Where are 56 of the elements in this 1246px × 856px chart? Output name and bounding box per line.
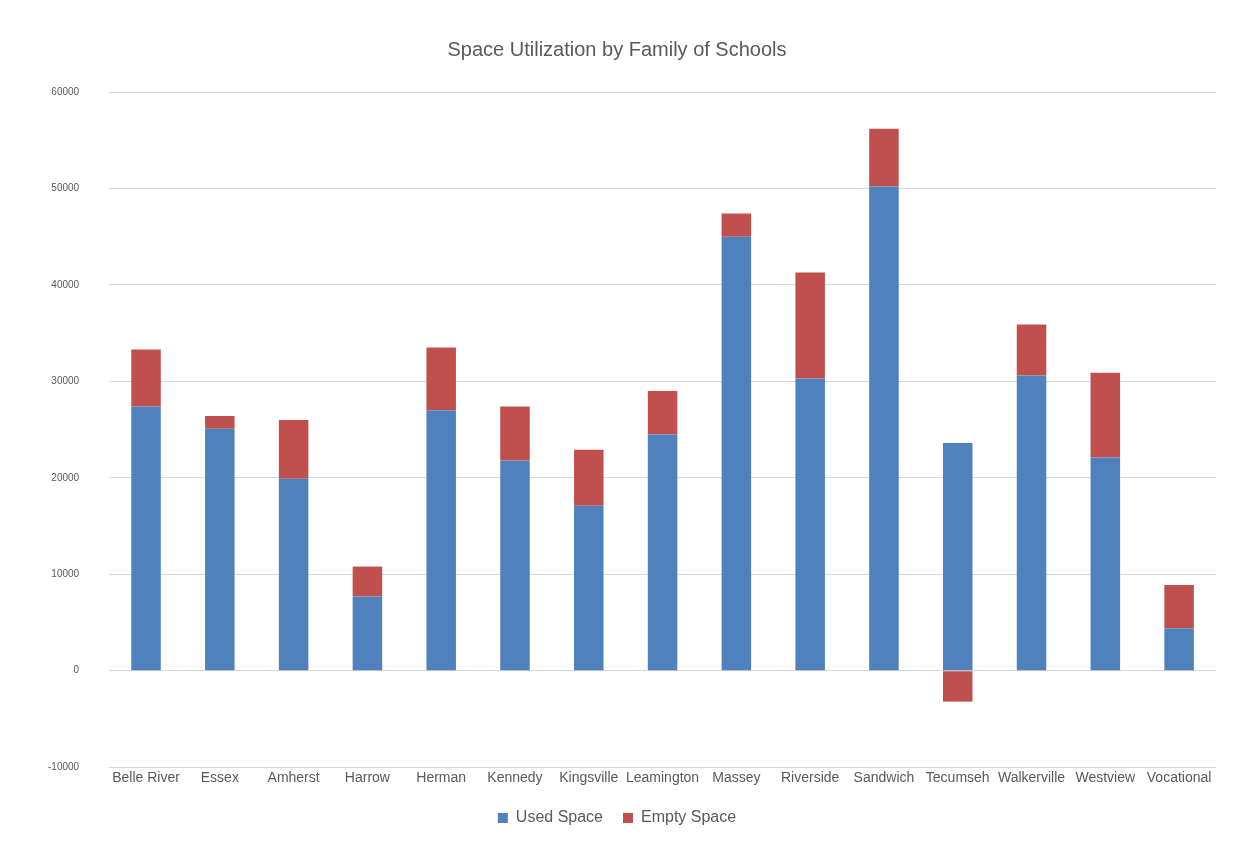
bar bbox=[869, 128, 899, 187]
legend-label: Empty Space bbox=[641, 808, 737, 826]
y-tick-label: 40000 bbox=[51, 278, 80, 290]
x-tick-label: Sandwich bbox=[853, 769, 915, 786]
y-tick-label: 20000 bbox=[51, 471, 80, 483]
y-tick-label: 50000 bbox=[51, 182, 80, 194]
x-tick-label: Herman bbox=[416, 769, 467, 786]
bar bbox=[500, 406, 530, 461]
bar bbox=[721, 236, 752, 671]
bar bbox=[352, 596, 383, 671]
bar bbox=[942, 671, 973, 702]
bar bbox=[795, 272, 825, 379]
bar bbox=[278, 419, 309, 479]
bar bbox=[131, 349, 161, 407]
bar bbox=[647, 434, 678, 671]
y-tick-label: 10000 bbox=[51, 568, 80, 580]
x-tick-label: Leamington bbox=[625, 769, 700, 786]
bar bbox=[500, 460, 530, 671]
x-tick-label: Harrow bbox=[344, 769, 391, 786]
x-tick-label: Kingsville bbox=[559, 769, 619, 786]
y-tick-label: 0 bbox=[73, 664, 80, 676]
legend-label: Used Space bbox=[515, 808, 604, 826]
x-tick-label: Amherst bbox=[267, 769, 320, 786]
x-tick-label: Belle River bbox=[112, 769, 181, 786]
bar bbox=[942, 443, 973, 671]
bar bbox=[1016, 324, 1047, 376]
bar bbox=[1164, 628, 1194, 671]
bar bbox=[1016, 375, 1047, 671]
x-tick-label: Kennedy bbox=[487, 769, 543, 786]
x-tick-label: Massey bbox=[712, 769, 761, 786]
bar bbox=[352, 566, 383, 597]
bar bbox=[205, 428, 235, 671]
bar bbox=[574, 505, 604, 671]
bar bbox=[1164, 584, 1194, 629]
bar bbox=[721, 213, 752, 237]
bar bbox=[1090, 457, 1121, 671]
x-tick-label: Walkerville bbox=[997, 769, 1066, 786]
y-tick-label: -10000 bbox=[48, 760, 80, 772]
bar bbox=[869, 186, 899, 671]
x-tick-label: Essex bbox=[200, 769, 239, 786]
bar bbox=[131, 406, 161, 671]
bar bbox=[795, 378, 825, 671]
bar bbox=[426, 410, 456, 671]
bar bbox=[574, 449, 604, 506]
chart-title: Space Utilization by Family of Schools bbox=[447, 37, 787, 60]
x-tick-label: Tecumseh bbox=[925, 769, 990, 786]
x-tick-label: Vocational bbox=[1146, 769, 1212, 786]
bar bbox=[647, 391, 678, 435]
x-tick-label: Westview bbox=[1075, 769, 1137, 786]
bar bbox=[426, 347, 456, 411]
bar bbox=[278, 478, 309, 671]
x-tick-label: Riverside bbox=[780, 769, 840, 786]
bar bbox=[1090, 372, 1121, 458]
y-tick-label: 30000 bbox=[51, 375, 80, 387]
bar bbox=[205, 416, 235, 429]
y-tick-label: 60000 bbox=[51, 85, 80, 97]
